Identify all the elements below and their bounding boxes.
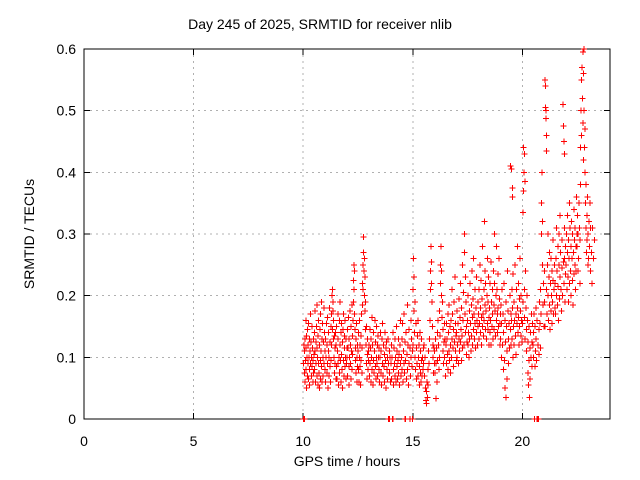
y-tick-label: 0: [68, 411, 76, 427]
y-tick-label: 0.1: [57, 349, 77, 365]
x-tick-labels: 0 5 10 15 20: [80, 433, 530, 449]
x-tick-label: 0: [80, 433, 88, 449]
y-tick-label: 0.3: [57, 226, 77, 242]
data-points-SRMTID: [300, 46, 598, 422]
x-tick-label: 15: [405, 433, 421, 449]
y-tick-labels: 0 0.1 0.2 0.3 0.4 0.5 0.6: [57, 41, 77, 427]
y-tick-label: 0.4: [57, 164, 77, 180]
x-axis-label: GPS time / hours: [293, 453, 401, 469]
plot-border: [83, 48, 611, 420]
y-tick-label: 0.2: [57, 288, 77, 304]
x-tick-label: 5: [190, 433, 198, 449]
y-tick-label: 0.5: [57, 103, 77, 119]
x-tick-label: 20: [515, 433, 531, 449]
chart-title: Day 245 of 2025, SRMTID for receiver nli…: [188, 16, 452, 32]
y-tick-label: 0.6: [57, 41, 77, 57]
x-tick-label: 10: [295, 433, 311, 449]
